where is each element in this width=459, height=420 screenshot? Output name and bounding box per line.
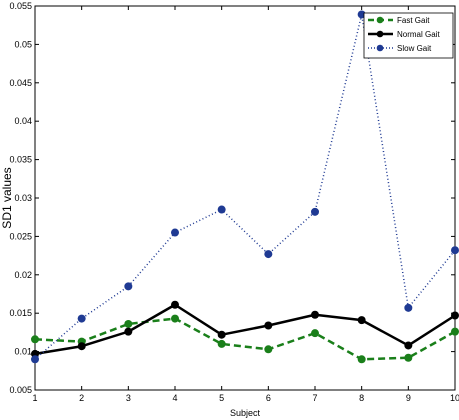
data-point-normal-gait: [404, 341, 413, 350]
y-axis-ticks: 0.005 0.01 0.015 0.02 0.025 0.03 0.035 0.04 0.04…: [9, 1, 455, 395]
data-point-normal-gait: [171, 300, 179, 309]
legend-marker-normal-gait: [376, 30, 384, 38]
series-line-normal-gait: [34, 303, 456, 356]
x-tick-label: 5: [219, 393, 224, 403]
legend: Fast Gait Normal Gait Slow Gait: [363, 12, 454, 59]
legend-marker-fast-gait: [376, 16, 384, 24]
data-point-normal-gait: [217, 330, 226, 339]
legend-item-fast: Fast Gait: [368, 16, 430, 25]
data-point-slow-gait: [171, 228, 179, 237]
y-tick-label: 0.025: [9, 231, 32, 241]
data-point-slow-gait: [31, 355, 39, 364]
data-point-fast-gait: [217, 339, 226, 348]
x-tick-label: 8: [359, 393, 364, 403]
legend-label-fast-gait: Fast Gait: [397, 16, 430, 25]
data-point-slow-gait: [311, 207, 319, 216]
y-tick-label: 0.03: [14, 193, 32, 203]
data-point-slow-gait: [124, 282, 133, 291]
data-point-normal-gait: [264, 321, 273, 330]
data-point-normal-gait: [77, 342, 86, 351]
x-tick-label: 1: [32, 393, 37, 403]
y-tick-label: 0.01: [14, 347, 32, 357]
y-tick-label: 0.015: [9, 308, 32, 318]
legend-item-slow: Slow Gait: [368, 44, 432, 53]
x-tick-label: 6: [266, 393, 271, 403]
data-point-fast-gait: [404, 353, 413, 362]
data-point-slow-gait: [264, 250, 273, 259]
data-point-slow-gait: [404, 303, 413, 312]
data-point-fast-gait: [451, 327, 459, 336]
y-tick-label: 0.05: [14, 39, 32, 49]
data-point-slow-gait: [77, 314, 86, 323]
data-point-fast-gait: [171, 314, 179, 323]
x-tick-label: 9: [406, 393, 411, 403]
x-tick-label: 7: [312, 393, 317, 403]
legend-marker-slow-gait: [376, 44, 384, 52]
y-tick-label: 0.055: [9, 1, 32, 11]
legend-item-normal: Normal Gait: [368, 30, 440, 39]
data-point-slow-gait: [451, 246, 459, 255]
series-line-fast-gait: [34, 317, 456, 361]
data-point-fast-gait: [124, 319, 133, 328]
x-tick-label: 4: [172, 393, 177, 403]
data-point-fast-gait: [311, 329, 319, 338]
data-point-normal-gait: [311, 310, 319, 319]
data-point-normal-gait: [451, 311, 459, 320]
series-layer: [31, 10, 459, 364]
legend-label-normal-gait: Normal Gait: [397, 30, 440, 39]
legend-label-slow-gait: Slow Gait: [397, 44, 432, 53]
x-tick-label: 2: [79, 393, 84, 403]
x-tick-label: 3: [126, 393, 131, 403]
x-axis-ticks: 1 2 3 4 5 6 7 8 9 10: [32, 6, 459, 403]
y-tick-label: 0.02: [14, 270, 32, 280]
x-axis-title: Subject: [230, 408, 261, 418]
plot-frame: [34, 5, 456, 391]
data-point-normal-gait: [124, 327, 133, 336]
data-point-slow-gait: [217, 205, 226, 214]
data-point-fast-gait: [31, 335, 39, 344]
y-tick-label: 0.045: [9, 78, 32, 88]
data-point-fast-gait: [264, 345, 273, 354]
data-point-normal-gait: [357, 316, 366, 325]
y-axis-title: SD1 values: [0, 167, 14, 228]
y-tick-label: 0.04: [14, 116, 32, 126]
data-point-fast-gait: [357, 355, 366, 364]
y-tick-label: 0.035: [9, 155, 32, 165]
x-tick-label: 10: [450, 393, 459, 403]
y-tick-label: 0.005: [9, 385, 32, 395]
